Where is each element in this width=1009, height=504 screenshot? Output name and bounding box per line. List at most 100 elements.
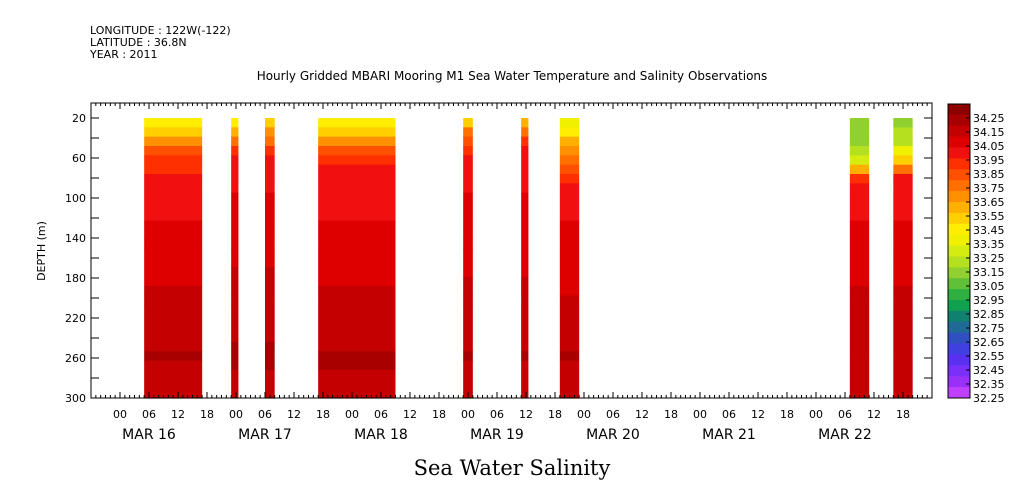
colorbar-swatch xyxy=(948,158,970,170)
salinity-cell xyxy=(463,276,473,287)
salinity-cell xyxy=(318,276,396,287)
salinity-cell xyxy=(318,192,396,203)
x-date-label: MAR 16 xyxy=(122,427,176,443)
salinity-cell xyxy=(231,258,239,268)
salinity-cell xyxy=(144,118,203,128)
salinity-cell xyxy=(559,314,580,324)
salinity-cell xyxy=(849,155,870,166)
salinity-cell xyxy=(521,370,529,380)
colorbar-swatch xyxy=(948,180,970,192)
salinity-cell xyxy=(144,360,203,371)
salinity-cell xyxy=(559,267,580,278)
salinity-cell xyxy=(521,258,529,268)
salinity-cell xyxy=(231,332,239,343)
salinity-cell xyxy=(144,146,203,156)
salinity-cell xyxy=(463,183,473,194)
salinity-cell xyxy=(144,248,203,259)
salinity-cell xyxy=(893,248,913,259)
x-tick-label: 00 xyxy=(809,408,823,421)
salinity-cell xyxy=(463,202,473,212)
salinity-cell xyxy=(265,323,275,334)
salinity-cell xyxy=(463,248,473,259)
data-segment xyxy=(521,118,529,399)
salinity-cell xyxy=(144,136,203,147)
salinity-cell xyxy=(521,230,529,240)
colorbar-swatch xyxy=(948,202,970,214)
salinity-cell xyxy=(265,248,275,259)
salinity-cell xyxy=(521,379,529,390)
salinity-cell xyxy=(318,286,396,296)
salinity-cell xyxy=(893,136,913,147)
colorbar-label: 33.35 xyxy=(973,238,1005,251)
salinity-cell xyxy=(265,276,275,287)
salinity-cell xyxy=(893,304,913,315)
salinity-cell xyxy=(463,258,473,268)
salinity-cell xyxy=(265,164,275,175)
salinity-cell xyxy=(849,127,870,138)
salinity-cell xyxy=(463,370,473,380)
colorbar-swatch xyxy=(948,223,970,236)
y-tick-label: 220 xyxy=(65,312,86,325)
salinity-cell xyxy=(318,118,396,128)
y-tick-label: 180 xyxy=(65,272,86,285)
x-tick-label: 06 xyxy=(490,408,504,421)
latitude-label: LATITUDE : 36.8N xyxy=(90,36,187,49)
x-tick-label: 00 xyxy=(113,408,127,421)
salinity-cell xyxy=(463,304,473,315)
data-segment xyxy=(463,118,473,399)
salinity-cell xyxy=(144,258,203,268)
salinity-cell xyxy=(559,211,580,222)
salinity-cell xyxy=(849,351,870,362)
salinity-cell xyxy=(265,202,275,212)
x-tick-label: 06 xyxy=(258,408,272,421)
salinity-cell xyxy=(521,118,529,128)
salinity-cell xyxy=(893,286,913,296)
salinity-cell xyxy=(463,192,473,203)
salinity-cell xyxy=(521,360,529,371)
salinity-cell xyxy=(318,239,396,250)
salinity-cell xyxy=(231,248,239,259)
salinity-cell xyxy=(463,220,473,231)
salinity-cell xyxy=(893,267,913,278)
x-tick-label: 18 xyxy=(200,408,214,421)
salinity-cell xyxy=(231,314,239,324)
salinity-cell xyxy=(849,136,870,147)
salinity-cell xyxy=(265,230,275,240)
salinity-cell xyxy=(318,164,396,175)
salinity-cell xyxy=(231,183,239,194)
axes: 00 06 12 18 00 06 12 18 00 06 12 18 00 06 12 18 00 06 12 18… xyxy=(65,102,933,443)
salinity-cell xyxy=(893,258,913,268)
salinity-cell xyxy=(231,276,239,287)
data-segment xyxy=(231,118,239,399)
colorbar-swatch xyxy=(948,136,970,149)
salinity-cell xyxy=(893,202,913,212)
salinity-cell xyxy=(849,370,870,380)
colorbar-label: 34.15 xyxy=(973,126,1005,139)
colorbar-swatch xyxy=(948,191,970,203)
x-tick-label: 06 xyxy=(142,408,156,421)
salinity-cell xyxy=(231,360,239,371)
salinity-cell xyxy=(231,304,239,315)
salinity-cell xyxy=(265,192,275,203)
salinity-cell xyxy=(849,314,870,324)
salinity-cell xyxy=(521,146,529,156)
salinity-cell xyxy=(318,183,396,194)
colorbar-swatch xyxy=(948,387,970,399)
y-tick-label: 140 xyxy=(65,232,86,245)
colorbar-label: 33.45 xyxy=(973,224,1005,237)
salinity-cell xyxy=(463,342,473,352)
salinity-cell xyxy=(893,239,913,250)
salinity-cell xyxy=(893,118,913,128)
salinity-cell xyxy=(231,202,239,212)
salinity-cell xyxy=(318,360,396,371)
salinity-cell xyxy=(318,146,396,156)
salinity-cell xyxy=(231,146,239,156)
colorbar-label: 34.05 xyxy=(973,140,1005,153)
salinity-cell xyxy=(849,258,870,268)
x-date-label: MAR 18 xyxy=(354,427,408,443)
plot-area xyxy=(144,118,913,399)
data-segment xyxy=(893,118,913,399)
salinity-cell xyxy=(559,118,580,128)
salinity-cell xyxy=(463,351,473,362)
